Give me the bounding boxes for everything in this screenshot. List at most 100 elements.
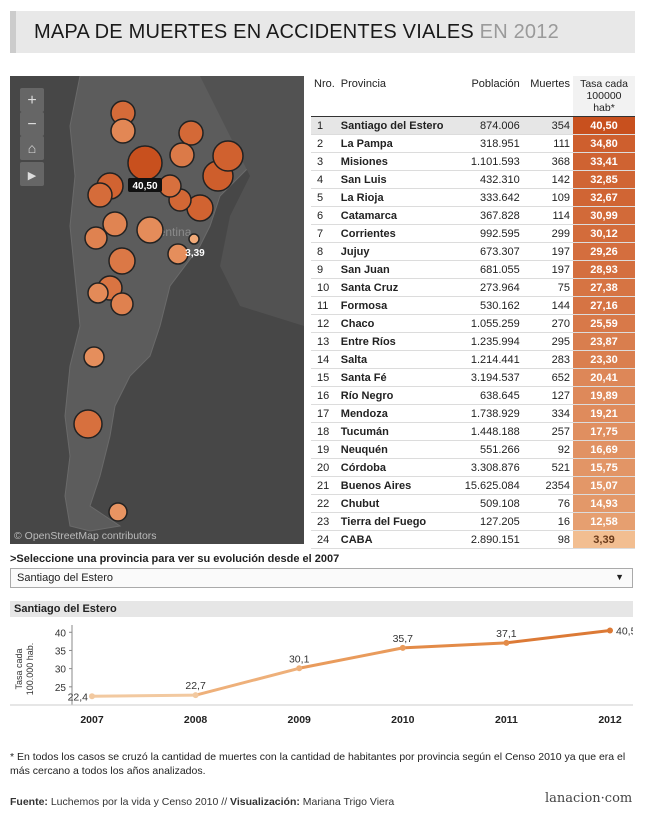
map-bubble[interactable] — [136, 216, 164, 244]
bubble-map[interactable]: + − ⌂ ▶ Argentina 40,50 3,39 © OpenStree… — [10, 76, 304, 544]
table-row: 6 Catamarca 367.828 114 30,99 — [311, 206, 635, 225]
cell-muertes: 197 — [522, 242, 573, 261]
cell-nro: 3 — [311, 152, 338, 171]
cell-provincia: San Juan — [337, 260, 456, 279]
cell-poblacion: 333.642 — [455, 188, 523, 207]
cell-muertes: 114 — [522, 206, 573, 225]
cell-nro: 11 — [311, 296, 338, 315]
cell-poblacion: 638.645 — [455, 386, 523, 405]
cell-provincia: Mendoza — [337, 404, 456, 423]
map-bubble[interactable] — [178, 120, 204, 146]
map-bubble[interactable] — [158, 174, 182, 198]
map-bubble[interactable] — [212, 140, 244, 172]
footnote: * En todos los casos se cruzó la cantida… — [10, 751, 626, 777]
cell-nro: 12 — [311, 314, 338, 333]
home-button[interactable] — [20, 136, 44, 160]
cell-provincia: Salta — [337, 350, 456, 369]
table-row: 15 Santa Fé 3.194.537 652 20,41 — [311, 368, 635, 387]
cell-poblacion: 318.951 — [455, 134, 523, 153]
map-bubble[interactable] — [108, 502, 128, 522]
map-bubble[interactable] — [84, 226, 108, 250]
zoom-out-button[interactable] — [20, 112, 44, 136]
table-row: 24 CABA 2.890.151 98 3,39 — [311, 530, 635, 549]
cell-provincia: La Rioja — [337, 188, 456, 207]
data-point — [399, 644, 406, 651]
cell-poblacion: 509.108 — [455, 494, 523, 513]
cell-nro: 13 — [311, 332, 338, 351]
header-nro: Nro. — [311, 76, 338, 117]
cell-nro: 22 — [311, 494, 338, 513]
cell-tasa: 27,16 — [573, 296, 635, 315]
x-tick-label: 2012 — [598, 714, 622, 726]
map-bubble[interactable] — [110, 118, 136, 144]
play-button[interactable] — [20, 162, 44, 186]
province-select[interactable]: Santiago del Estero ▼ — [10, 568, 633, 588]
table-row: 14 Salta 1.214.441 283 23,30 — [311, 350, 635, 369]
cell-provincia: San Luis — [337, 170, 456, 189]
page-header: MAPA DE MUERTES EN ACCIDENTES VIALES EN … — [10, 11, 635, 53]
cell-provincia: Tucumán — [337, 422, 456, 441]
map-bubble[interactable] — [108, 247, 136, 275]
series-line-segment — [91, 693, 196, 698]
map-bubble[interactable] — [188, 233, 200, 245]
cell-nro: 6 — [311, 206, 338, 225]
cell-muertes: 144 — [522, 296, 573, 315]
data-point — [192, 692, 199, 699]
map-bubble[interactable] — [87, 182, 113, 208]
header-poblacion: Población — [455, 76, 523, 117]
data-point — [296, 665, 303, 672]
cell-poblacion: 530.162 — [455, 296, 523, 315]
cell-muertes: 299 — [522, 224, 573, 243]
map-bubble[interactable] — [87, 282, 109, 304]
data-label: 30,1 — [289, 653, 310, 665]
cell-muertes: 295 — [522, 332, 573, 351]
cell-nro: 17 — [311, 404, 338, 423]
cell-tasa: 30,12 — [573, 224, 635, 243]
cell-tasa: 28,93 — [573, 260, 635, 279]
cell-nro: 4 — [311, 170, 338, 189]
cell-poblacion: 15.625.084 — [455, 476, 523, 495]
cell-nro: 8 — [311, 242, 338, 261]
cell-poblacion: 1.214.441 — [455, 350, 523, 369]
table-row: 20 Córdoba 3.308.876 521 15,75 — [311, 458, 635, 477]
table-row: 1 Santiago del Estero 874.006 354 40,50 — [311, 116, 635, 135]
source-line: Fuente: Luchemos por la vida y Censo 201… — [10, 796, 395, 808]
cell-muertes: 109 — [522, 188, 573, 207]
brazil-shape — [200, 76, 304, 326]
cell-nro: 7 — [311, 224, 338, 243]
map-bubble[interactable] — [83, 346, 105, 368]
cell-tasa: 32,85 — [573, 170, 635, 189]
table-row: 22 Chubut 509.108 76 14,93 — [311, 494, 635, 513]
data-label: 40,5 — [616, 625, 633, 637]
cell-tasa: 40,50 — [573, 116, 635, 135]
map-bubble[interactable] — [73, 409, 103, 439]
cell-tasa: 15,75 — [573, 458, 635, 477]
table-row: 17 Mendoza 1.738.929 334 19,21 — [311, 404, 635, 423]
cell-muertes: 334 — [522, 404, 573, 423]
map-bubble[interactable] — [167, 243, 189, 265]
cell-muertes: 354 — [522, 116, 573, 135]
map-bubble[interactable] — [127, 145, 163, 181]
series-line-segment — [298, 646, 404, 670]
map-bubble[interactable] — [102, 211, 128, 237]
zoom-controls[interactable]: + − ⌂ ▶ — [20, 88, 44, 186]
cell-poblacion: 992.595 — [455, 224, 523, 243]
cell-poblacion: 673.307 — [455, 242, 523, 261]
cell-tasa: 17,75 — [573, 422, 635, 441]
zoom-in-button[interactable] — [20, 88, 44, 112]
brand-logo: lanacion·com — [545, 791, 633, 806]
x-tick-label: 2010 — [391, 714, 415, 726]
cell-poblacion: 1.055.259 — [455, 314, 523, 333]
cell-provincia: Neuquén — [337, 440, 456, 459]
map-bubble[interactable] — [169, 142, 195, 168]
y-tick-label: 35 — [55, 646, 67, 657]
y-tick-label: 25 — [55, 683, 67, 694]
cell-poblacion: 1.738.929 — [455, 404, 523, 423]
series-line-segment — [195, 666, 300, 697]
x-tick-label: 2008 — [184, 714, 208, 726]
bubbles-layer — [73, 100, 244, 522]
zoom-in-icon: + — [27, 92, 36, 109]
map-bubble[interactable] — [110, 292, 134, 316]
cell-poblacion: 127.205 — [455, 512, 523, 531]
cell-nro: 9 — [311, 260, 338, 279]
